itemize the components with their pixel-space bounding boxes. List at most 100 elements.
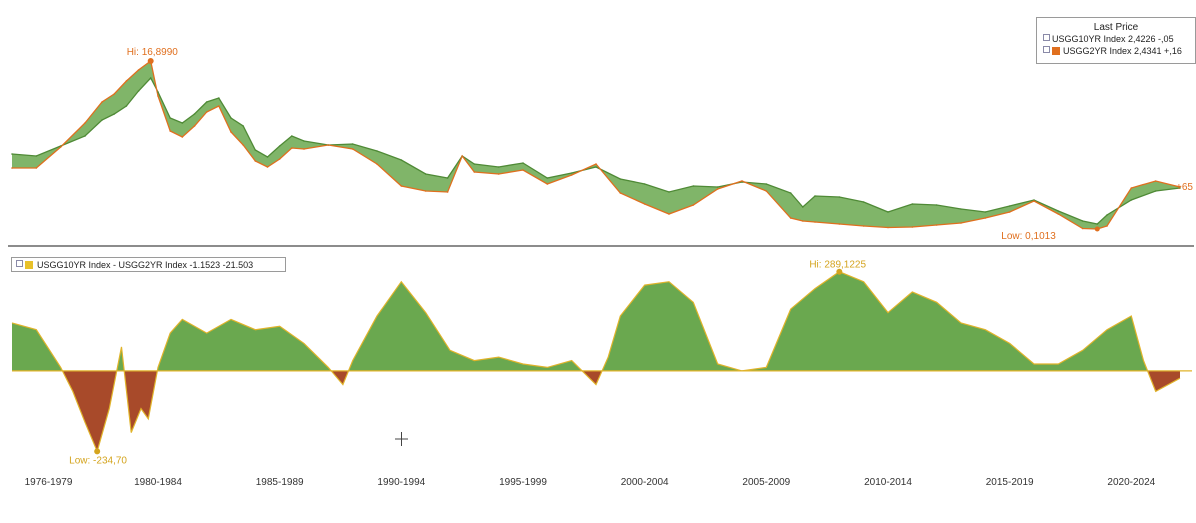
legend-entry-10yr-label: USGG10YR Index 2,4226 -,05 [1052, 34, 1174, 44]
low-marker-bottom [94, 448, 101, 455]
legend-top-title: Last Price [1093, 22, 1139, 33]
point-10yr [376, 150, 378, 152]
x-tick-label: 1980-1984 [134, 477, 182, 488]
point-10yr [424, 173, 427, 175]
point-2yr [101, 101, 103, 103]
point-2yr [291, 147, 293, 149]
point-2yr [789, 217, 792, 219]
point-10yr [291, 135, 293, 137]
hi-marker [147, 58, 154, 65]
low-label-bottom: Low: -234,70 [69, 455, 127, 466]
x-tick-label: 1995-1999 [499, 477, 547, 488]
point-2yr [546, 183, 549, 185]
point-2yr [802, 220, 804, 222]
point-2yr [254, 160, 257, 162]
spread-line [11, 271, 1181, 454]
point-2yr [668, 213, 670, 215]
point-2yr [984, 217, 987, 219]
checkbox-icon[interactable] [1043, 46, 1050, 53]
point-10yr [619, 178, 622, 180]
series-line-2yr [12, 59, 1181, 230]
point-2yr [570, 174, 573, 176]
point-2yr [1154, 180, 1157, 182]
checkbox-icon[interactable] [16, 260, 23, 267]
last-value-label-top: +65 [1176, 182, 1193, 193]
point-10yr [814, 195, 816, 197]
point-2yr [716, 188, 719, 190]
point-2yr [125, 80, 128, 82]
point-10yr [149, 77, 152, 79]
point-10yr [546, 177, 549, 179]
point-2yr [935, 224, 938, 226]
point-2yr [595, 163, 597, 165]
legend-swatch-spread [25, 261, 33, 269]
point-10yr [473, 163, 476, 165]
point-10yr [230, 117, 232, 119]
x-tick-label: 1976-1979 [25, 477, 73, 488]
low-marker [1094, 226, 1100, 232]
point-2yr [960, 222, 962, 224]
point-2yr [911, 226, 914, 228]
point-2yr [1106, 225, 1108, 227]
point-10yr [789, 192, 792, 194]
point-2yr [242, 144, 244, 146]
point-10yr [35, 155, 38, 157]
point-10yr [278, 145, 281, 147]
point-10yr [84, 135, 86, 137]
point-2yr [446, 191, 449, 193]
top-yield-panel: Hi: 16,8990 Low: 0,1013 +65 [11, 47, 1193, 242]
legend-swatch-2yr [1052, 47, 1060, 55]
point-2yr [205, 111, 208, 113]
point-2yr [193, 125, 196, 127]
low-label-top: Low: 0,1013 [1001, 231, 1056, 242]
point-2yr [1130, 187, 1133, 189]
point-10yr [446, 177, 449, 179]
point-2yr [181, 136, 184, 138]
point-2yr [692, 204, 695, 206]
point-10yr [497, 166, 500, 168]
point-2yr [113, 93, 115, 95]
legend-top[interactable]: Last Price USGG10YR Index 2,4226 -,05 US… [1036, 17, 1196, 64]
checkbox-icon[interactable] [1043, 34, 1050, 41]
point-2yr [1033, 200, 1035, 202]
x-tick-label: 2005-2009 [742, 477, 790, 488]
point-2yr [278, 158, 281, 160]
point-10yr [802, 206, 804, 208]
point-10yr [862, 201, 865, 203]
point-2yr [1008, 211, 1011, 213]
point-2yr [741, 180, 743, 182]
point-10yr [1081, 220, 1084, 222]
x-tick-label: 2000-2004 [621, 477, 669, 488]
point-10yr [1008, 205, 1011, 207]
point-2yr [1081, 227, 1084, 230]
legend-entry-10yr[interactable]: USGG10YR Index 2,4226 -,05 [1043, 33, 1195, 45]
point-10yr [266, 156, 269, 158]
point-2yr [376, 163, 378, 165]
spread-area-negative [12, 370, 1180, 452]
point-10yr [242, 125, 244, 127]
point-10yr [113, 113, 115, 115]
point-2yr [230, 131, 232, 133]
point-10yr [193, 113, 196, 115]
point-10yr [595, 166, 597, 168]
point-2yr [887, 226, 889, 229]
point-10yr [1154, 190, 1157, 192]
point-10yr [522, 162, 524, 164]
legend-bottom[interactable]: USGG10YR Index - USGG2YR Index -1.1523 -… [11, 257, 286, 272]
spread-area-positive [12, 271, 1148, 371]
legend-entry-2yr-label: USGG2YR Index 2,4341 +,16 [1063, 46, 1182, 56]
point-10yr [218, 97, 220, 99]
point-2yr [643, 203, 646, 205]
point-10yr [181, 122, 184, 124]
bottom-spread-panel: Hi: 289,1225 Low: -234,70 [11, 260, 1192, 466]
point-2yr [169, 130, 171, 132]
point-10yr [303, 140, 305, 142]
point-10yr [838, 196, 841, 198]
point-10yr [1057, 210, 1060, 212]
point-2yr [218, 105, 220, 107]
legend-entry-2yr[interactable]: USGG2YR Index 2,4341 +,16 [1043, 45, 1195, 57]
point-10yr [911, 203, 914, 205]
point-10yr [692, 185, 695, 187]
point-10yr [960, 208, 962, 210]
